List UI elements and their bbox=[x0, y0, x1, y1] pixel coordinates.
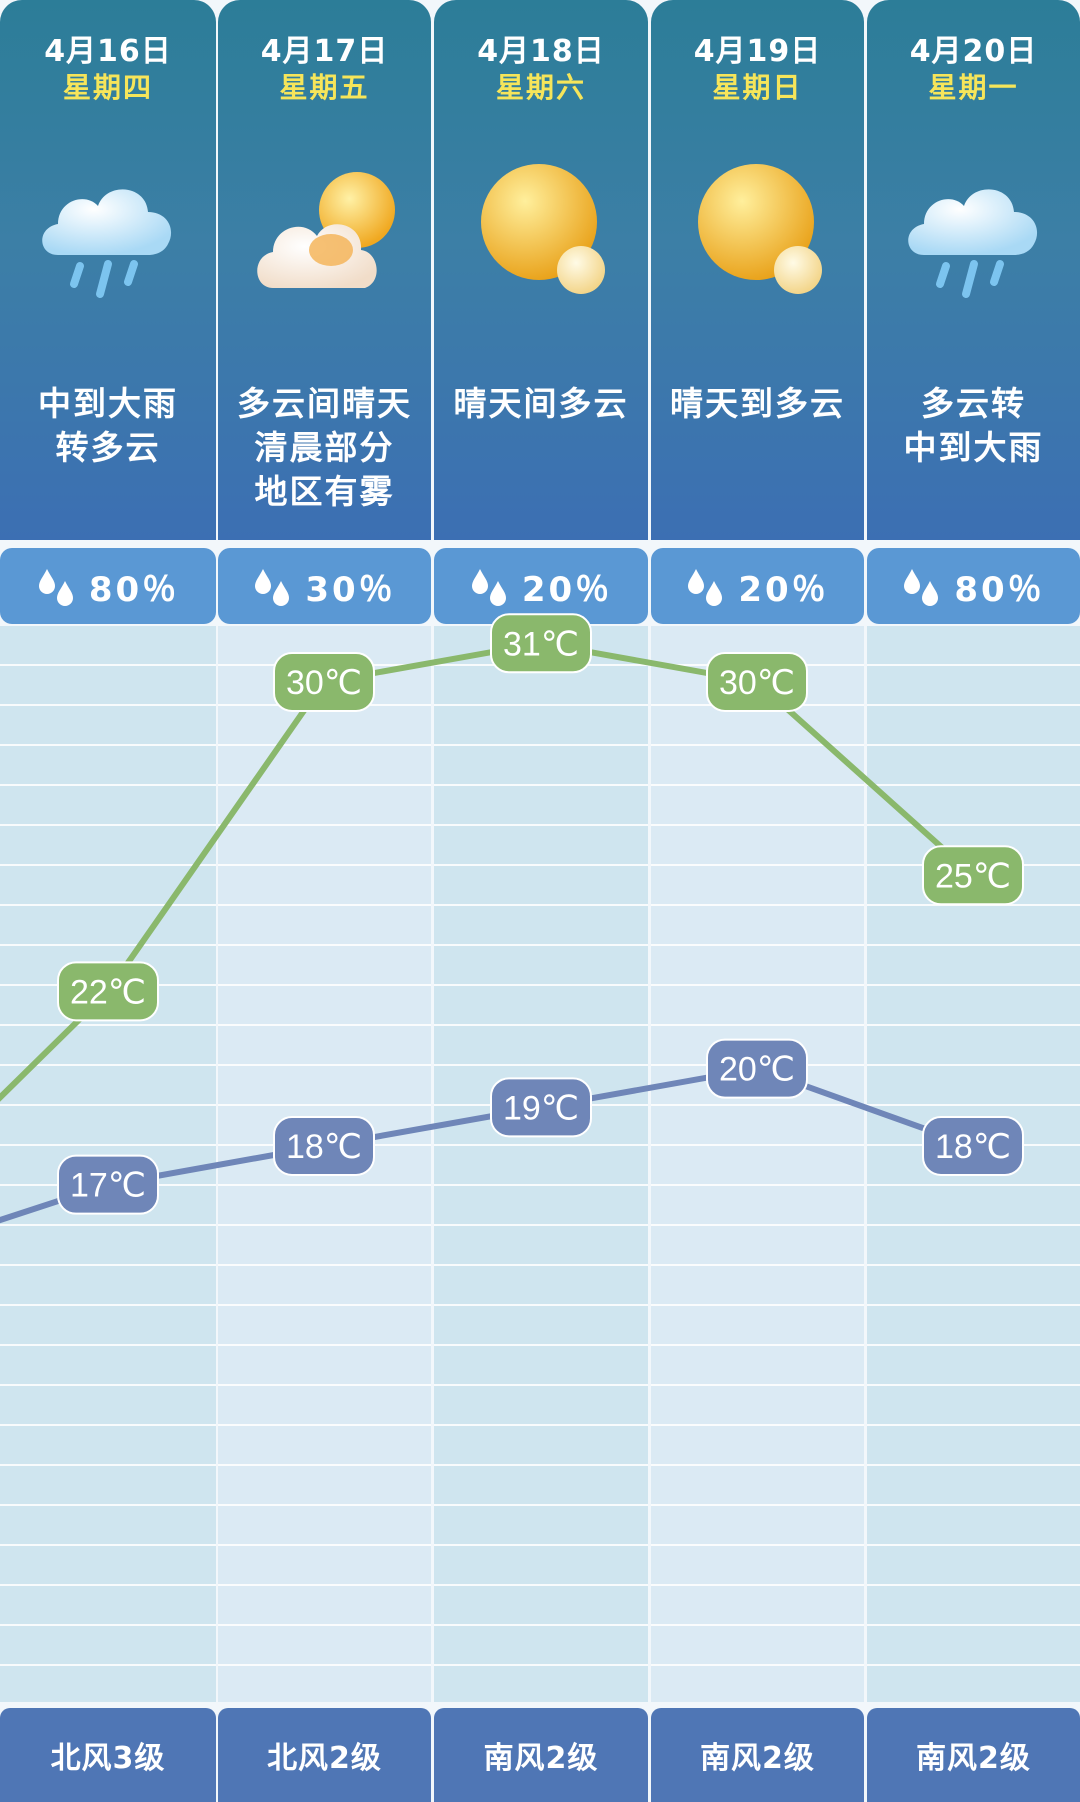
day-header: 4月17日 星期五 多云间晴天 bbox=[218, 0, 431, 540]
day-header: 4月19日 星期日 晴天到多云 bbox=[651, 0, 864, 540]
condition-line: 清晨部分 bbox=[254, 428, 395, 467]
condition-line: 晴天到多云 bbox=[670, 384, 845, 423]
day-date: 4月17日 bbox=[260, 34, 389, 69]
day-condition: 中到大雨 转多云 bbox=[4, 382, 212, 470]
day-date: 4月18日 bbox=[477, 34, 605, 69]
precip-value: 80％ bbox=[954, 569, 1045, 610]
day-weekday: 星期一 bbox=[928, 71, 1019, 104]
day-weekday: 星期日 bbox=[712, 71, 803, 104]
precip-badge: 20％ bbox=[434, 548, 648, 624]
precip-value: 80％ bbox=[88, 569, 180, 610]
day-column[interactable]: 4月18日 星期六 晴天间多云 bbox=[434, 0, 648, 1802]
condition-line: 晴天间多云 bbox=[453, 384, 629, 423]
wind-label: 南风2级 bbox=[434, 1708, 648, 1802]
condition-line: 中到大雨 bbox=[903, 428, 1044, 467]
day-header: 4月18日 星期六 晴天间多云 bbox=[434, 0, 648, 540]
day-weekday: 星期六 bbox=[495, 71, 586, 104]
day-column[interactable]: 4月20日 星期一 多云转 中到大雨 bbox=[867, 0, 1080, 1802]
condition-line: 多云间晴天 bbox=[237, 384, 412, 423]
precip-value: 30％ bbox=[305, 569, 396, 610]
wind-label: 北风2级 bbox=[218, 1708, 431, 1802]
raindrop-icon bbox=[255, 569, 290, 606]
condition-line: 转多云 bbox=[55, 428, 161, 467]
raindrop-icon bbox=[904, 569, 939, 606]
sun-behind-cloud-icon bbox=[256, 172, 395, 288]
day-weekday: 星期五 bbox=[279, 71, 370, 104]
rain-cloud-icon bbox=[907, 189, 1037, 298]
sun-icon bbox=[697, 164, 822, 294]
condition-line: 中到大雨 bbox=[38, 384, 178, 423]
condition-line: 地区有雾 bbox=[254, 472, 395, 511]
day-condition: 晴天间多云 bbox=[438, 382, 644, 426]
chart-column-bg bbox=[867, 626, 1080, 1702]
precip-value: 20％ bbox=[521, 569, 613, 610]
raindrop-icon bbox=[471, 569, 506, 606]
precip-badge: 80％ bbox=[0, 548, 216, 624]
chart-column-bg bbox=[434, 626, 648, 1702]
day-date: 4月16日 bbox=[44, 34, 172, 69]
day-weekday: 星期四 bbox=[62, 71, 153, 104]
wind-label: 北风3级 bbox=[0, 1708, 216, 1802]
precip-badge: 30％ bbox=[218, 548, 431, 624]
sun-icon bbox=[481, 164, 605, 294]
chart-column-bg bbox=[0, 626, 216, 1702]
condition-line: 多云转 bbox=[921, 384, 1026, 423]
day-date: 4月20日 bbox=[909, 34, 1038, 69]
rain-cloud-icon bbox=[42, 189, 172, 298]
day-date: 4月19日 bbox=[693, 34, 822, 69]
precip-badge: 20％ bbox=[651, 548, 864, 624]
day-condition: 多云间晴天 清晨部分 地区有雾 bbox=[222, 382, 427, 514]
raindrop-icon bbox=[688, 569, 723, 606]
day-column[interactable]: 4月17日 星期五 多云间晴天 bbox=[218, 0, 431, 1802]
chart-column-bg bbox=[651, 626, 864, 1702]
wind-label: 南风2级 bbox=[651, 1708, 864, 1802]
day-column[interactable]: 4月16日 星期四 中到大雨 转多云 bbox=[0, 0, 216, 1802]
day-header: 4月16日 星期四 中到大雨 转多云 bbox=[0, 0, 216, 540]
wind-label: 南风2级 bbox=[867, 1708, 1080, 1802]
day-header: 4月20日 星期一 多云转 中到大雨 bbox=[867, 0, 1080, 540]
day-condition: 晴天到多云 bbox=[655, 382, 860, 426]
raindrop-icon bbox=[38, 569, 73, 606]
chart-column-bg bbox=[218, 626, 431, 1702]
day-column[interactable]: 4月19日 星期日 晴天到多云 bbox=[651, 0, 864, 1802]
precip-value: 20％ bbox=[738, 569, 829, 610]
precip-badge: 80％ bbox=[867, 548, 1080, 624]
day-condition: 多云转 中到大雨 bbox=[871, 382, 1076, 470]
